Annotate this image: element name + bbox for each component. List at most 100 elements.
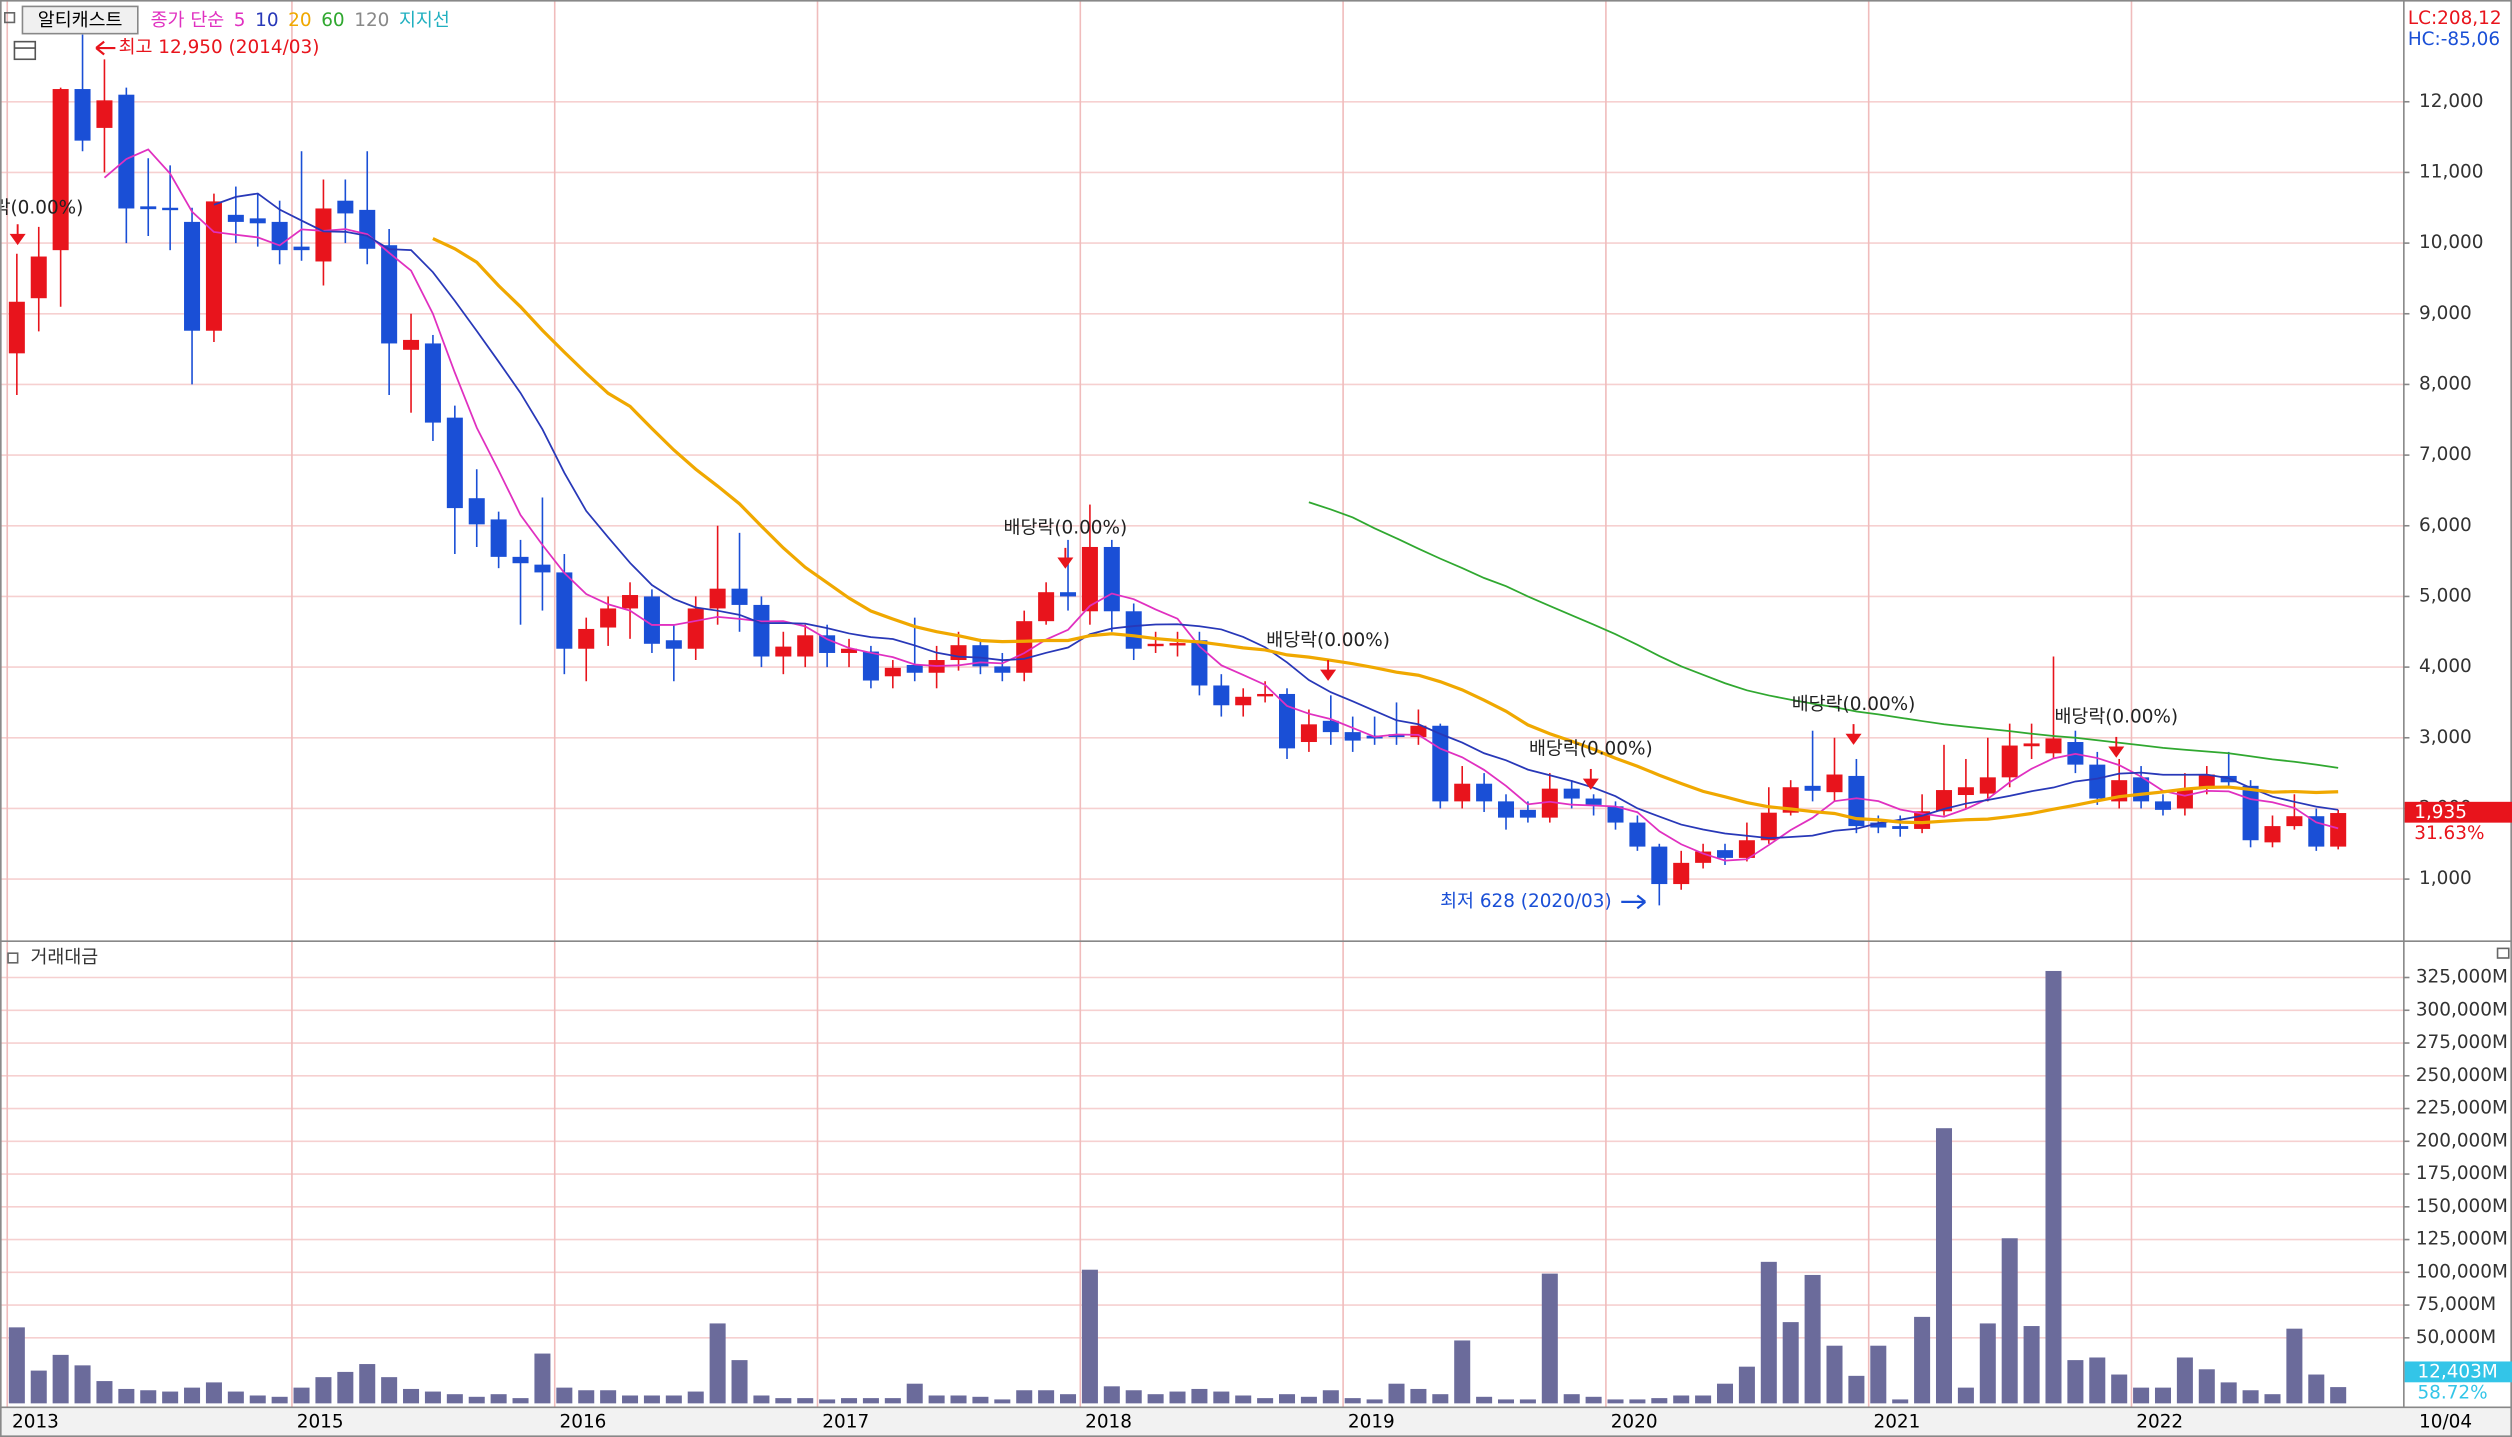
candle-body [753,604,770,657]
legend-entry: 지지선 [399,10,450,31]
y-tick-label: 10,000 [2419,232,2483,253]
candle-body [950,645,967,661]
title-box[interactable] [21,5,139,35]
candle-body [293,246,310,251]
volume-bar [2045,970,2062,1404]
legend-entry: 5 [234,10,246,31]
candle-body [118,94,135,209]
volume-bar [1300,1396,1317,1404]
candle-body [1563,788,1580,799]
candle-body [1169,643,1186,646]
candle-body [2264,826,2281,843]
panel-icon[interactable] [4,12,16,24]
candle-body [8,301,25,354]
volume-bar [1738,1366,1755,1404]
volume-bar [1695,1395,1712,1404]
candle-body [1038,592,1055,622]
last-volume-label: 12,403M [2417,1362,2497,1383]
last-price-label: 1,935 [2414,802,2467,823]
candle-body [2176,788,2193,809]
candle-body [972,645,989,667]
volume-bar [52,1354,69,1404]
volume-bar [2023,1326,2040,1404]
volume-bar [1038,1390,1055,1404]
volume-bar [1673,1395,1690,1404]
volume-bar [687,1391,704,1404]
candle-body [315,208,332,262]
volume-bar [534,1353,551,1404]
volume-bar [643,1395,660,1404]
candle-body [2045,738,2062,754]
volume-bar [1585,1396,1602,1404]
volume-bar [665,1395,682,1404]
dividend-annotation: 배당락(0.00%) [0,197,83,218]
candle-body [1103,546,1120,612]
volume-bar [1279,1394,1296,1404]
volume-bar [950,1395,967,1404]
candle-body [249,218,266,224]
volume-bar [906,1383,923,1404]
volume-bar [315,1377,332,1404]
volume-bar [1125,1390,1142,1404]
volume-bar [1914,1316,1931,1404]
candle-body [424,343,441,423]
volume-bar [1344,1398,1361,1404]
volume-bar [74,1365,91,1404]
y-tick-label: 325,000M [2416,967,2508,988]
legend-entry: 10 [255,10,278,31]
volume-bar [512,1398,529,1404]
price-panel: 배당락(0.00%) 배당락(0.00%) 배당락(0.00%) 배당락(0.00%)… [0,34,2347,912]
volume-bar [797,1398,814,1404]
volume-bar [1169,1391,1186,1404]
volume-bar [30,1370,47,1404]
y-tick-label: 3,000 [2419,727,2472,748]
x-tick-label: 2019 [1348,1412,1395,1433]
last-volume-change: 58.72% [2417,1383,2487,1404]
close-icon[interactable] [2496,947,2510,959]
volume-bar [1541,1273,1558,1404]
candle-body [1016,621,1033,673]
candle-body [1738,840,1755,858]
low-arrow [1621,894,1646,910]
candle-body [30,256,47,299]
dividend-annotation: 배당락(0.00%) [2054,707,2178,728]
volume-bar [994,1399,1011,1404]
candle-body [731,588,748,605]
candle-body [1300,724,1317,743]
panel-icon[interactable] [7,952,19,964]
x-tick-label: 2020 [1611,1412,1658,1433]
high-label: 최고 12,950 (2014/03) [119,37,320,58]
volume-bar [2111,1374,2128,1404]
volume-bar [140,1390,157,1404]
candle-body [1497,801,1515,818]
candle-body [1322,720,1339,733]
volume-bar [271,1396,288,1404]
volume-bar [1476,1396,1493,1404]
volume-bar [446,1394,463,1404]
volume-bar [249,1395,266,1404]
volume-bar [1716,1383,1734,1404]
annotation-arrow [1582,778,1599,790]
volume-bar [2220,1382,2237,1404]
candle-body [96,100,113,128]
candle-body [1870,822,1887,828]
calendar-icon[interactable] [13,40,37,61]
volume-bar [1366,1399,1383,1404]
volume-title: 거래대금 [30,947,98,968]
volume-bar [709,1323,726,1404]
candle-body [1147,643,1164,647]
candle-body [643,596,660,644]
volume-bar [841,1398,858,1404]
dividend-annotation: 배당락(0.00%) [1529,739,1653,760]
dividend-annotation: 배당락(0.00%) [1004,518,1128,539]
volume-bar [381,1377,398,1404]
candle-body [1235,696,1252,706]
annotation-arrow [2108,746,2125,758]
volume-bar [8,1327,25,1404]
volume-bar [96,1381,113,1404]
candle-body [819,635,836,653]
y-tick-label: 1,000 [2419,868,2472,889]
volume-bar [1388,1383,1405,1404]
